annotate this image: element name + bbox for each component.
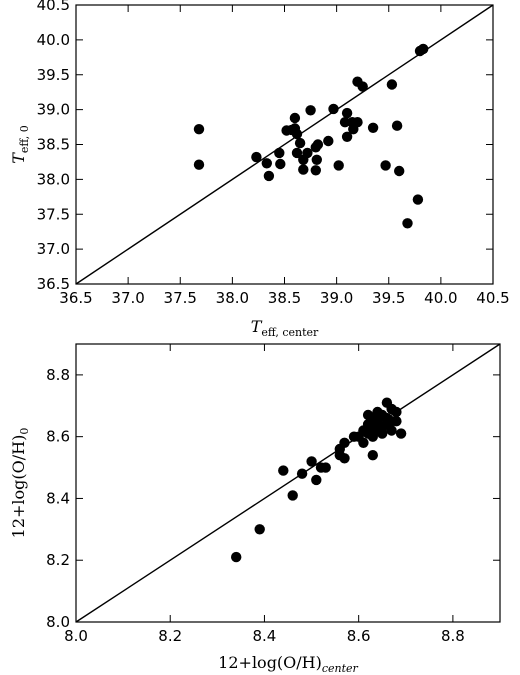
x-tick-label: 8.8 bbox=[441, 627, 465, 645]
identity-line bbox=[75, 343, 501, 623]
data-point bbox=[291, 147, 303, 159]
x-tick-label: 8.2 bbox=[158, 627, 182, 645]
x-tick-label: 37.5 bbox=[164, 289, 197, 307]
data-point bbox=[333, 160, 344, 171]
data-point bbox=[391, 120, 403, 131]
x-tick-label: 40.0 bbox=[424, 289, 457, 307]
y-axis-label: Teff, 0 bbox=[9, 125, 31, 164]
y-tick-label: 8.0 bbox=[46, 613, 70, 631]
data-point bbox=[311, 154, 322, 165]
data-point bbox=[306, 456, 317, 467]
data-point bbox=[305, 105, 316, 116]
data-point bbox=[341, 131, 353, 142]
data-point bbox=[358, 437, 369, 448]
plot-frame bbox=[75, 343, 501, 623]
x-axis-label: 12+log(O/H)center bbox=[218, 653, 358, 675]
data-point bbox=[323, 135, 334, 147]
x-tick-label: 8.6 bbox=[347, 627, 371, 645]
y-tick-label: 40.0 bbox=[37, 31, 70, 49]
y-tick-label: 8.8 bbox=[46, 366, 70, 384]
data-point bbox=[320, 462, 331, 473]
x-tick-label: 8.0 bbox=[64, 627, 88, 645]
data-point bbox=[231, 551, 242, 563]
y-tick-label: 36.5 bbox=[37, 275, 70, 293]
data-point bbox=[339, 437, 350, 448]
bottom-scatter-panel: 8.0 8.2 8.4 8.6 8.8 8.0 8.2 8.4 8.6 8.8 12+log(O/H… bbox=[9, 343, 501, 675]
data-point bbox=[357, 81, 368, 92]
x-tick-label: 38.0 bbox=[216, 289, 249, 307]
data-point bbox=[278, 465, 289, 476]
data-point bbox=[275, 158, 286, 170]
x-tick-label: 39.0 bbox=[320, 289, 353, 307]
data-point bbox=[367, 122, 379, 133]
data-point bbox=[274, 147, 285, 159]
y-tick-label: 39.0 bbox=[37, 101, 70, 119]
top-scatter-panel: 36.5 37.0 37.5 38.0 38.5 39.0 39.5 40.0 40.5 36.5… bbox=[9, 0, 510, 339]
identity-line bbox=[75, 4, 494, 285]
x-tick-label: 8.4 bbox=[253, 627, 277, 645]
data-point bbox=[251, 151, 262, 163]
data-point bbox=[391, 406, 402, 418]
data-point bbox=[386, 425, 397, 436]
data-point bbox=[263, 170, 275, 182]
x-tick-label: 36.5 bbox=[59, 289, 92, 307]
y-tick-label: 37.0 bbox=[37, 240, 70, 258]
data-point bbox=[328, 103, 339, 115]
data-point bbox=[254, 524, 265, 535]
data-point bbox=[294, 137, 306, 149]
y-tick-label: 8.4 bbox=[46, 489, 70, 507]
data-point bbox=[380, 160, 391, 171]
data-point bbox=[402, 218, 413, 229]
data-point bbox=[298, 164, 309, 175]
x-tick-label: 39.5 bbox=[372, 289, 405, 307]
data-point bbox=[302, 147, 313, 159]
data-point bbox=[386, 79, 398, 90]
data-point bbox=[289, 112, 301, 124]
data-point bbox=[287, 490, 298, 501]
y-tick-label: 37.5 bbox=[37, 205, 70, 223]
data-point bbox=[418, 43, 429, 55]
data-point bbox=[391, 416, 402, 427]
x-tick-label: 38.5 bbox=[268, 289, 301, 307]
data-point bbox=[377, 428, 388, 439]
y-tick-label: 38.0 bbox=[37, 170, 70, 188]
y-tick-label: 40.5 bbox=[37, 0, 70, 14]
x-tick-label: 37.0 bbox=[111, 289, 144, 307]
data-point bbox=[412, 194, 424, 205]
data-point bbox=[193, 159, 205, 170]
x-tick-label: 40.5 bbox=[476, 289, 509, 307]
data-point bbox=[296, 468, 308, 479]
data-point bbox=[312, 139, 324, 150]
data-point bbox=[311, 474, 322, 486]
data-point bbox=[339, 117, 351, 128]
data-point bbox=[310, 165, 321, 176]
data-point bbox=[394, 165, 405, 177]
y-axis-label: 12+log(O/H)0 bbox=[9, 428, 31, 539]
data-point bbox=[367, 450, 378, 461]
y-tick-label: 8.2 bbox=[46, 551, 70, 569]
y-tick-label: 39.5 bbox=[37, 66, 70, 84]
data-point bbox=[395, 428, 407, 439]
data-point bbox=[352, 117, 363, 128]
data-point bbox=[339, 453, 350, 464]
y-tick-label: 8.6 bbox=[46, 428, 70, 446]
data-point bbox=[261, 158, 272, 169]
data-point bbox=[341, 107, 353, 119]
y-tick-label: 38.5 bbox=[37, 136, 70, 154]
data-point bbox=[291, 128, 303, 140]
x-axis-label: Teff, center bbox=[251, 317, 319, 339]
data-point bbox=[193, 124, 205, 135]
